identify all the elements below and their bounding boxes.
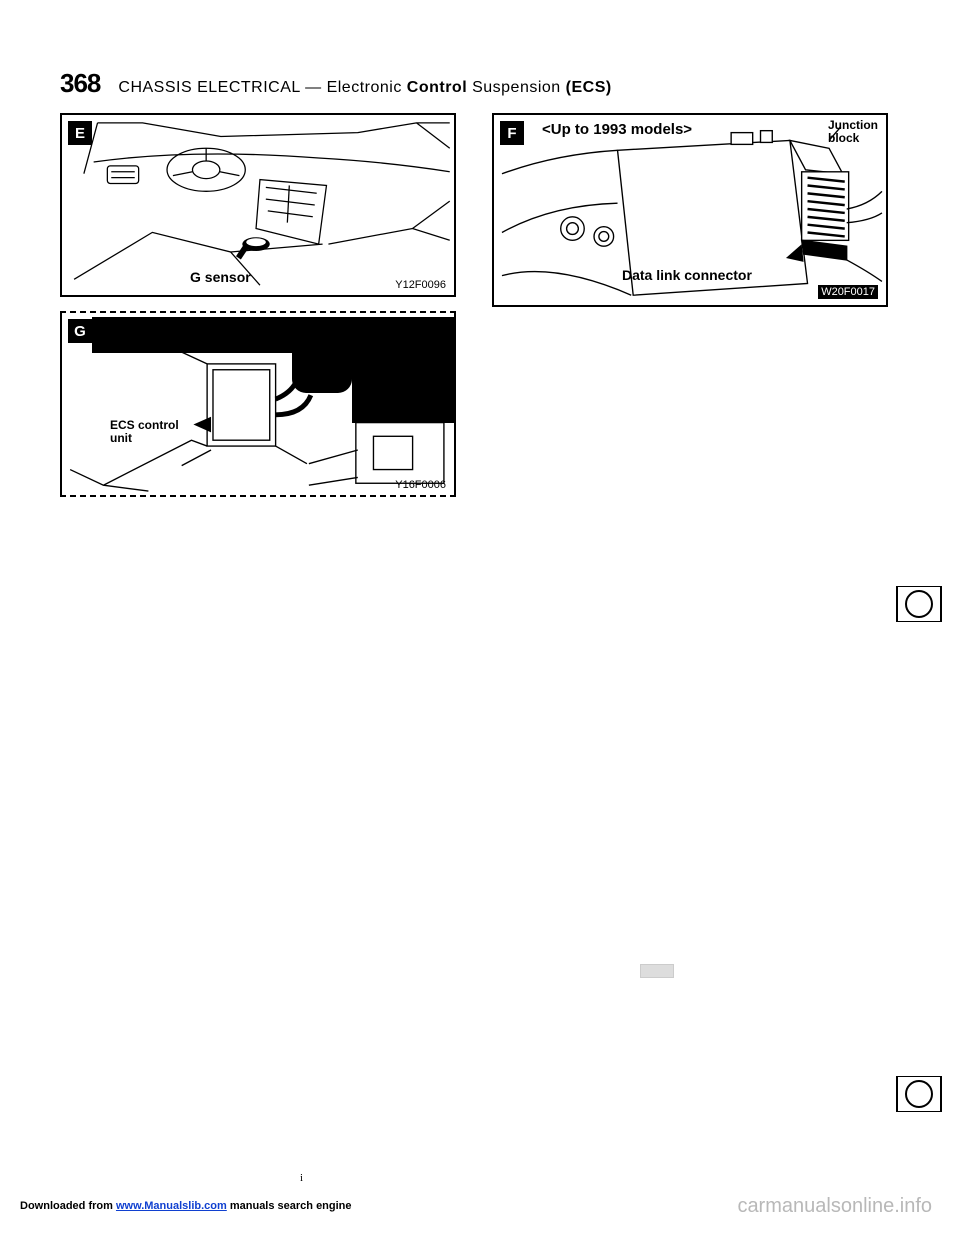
figure-f: F <Up to 1993 models> Junction block — [492, 113, 888, 307]
figure-e-label: G sensor — [190, 269, 251, 285]
figure-f-label-right: Junction block — [828, 119, 878, 145]
figure-e-svg — [62, 115, 454, 295]
footer-download: Downloaded from www.Manualslib.com manua… — [20, 1200, 352, 1212]
figure-tag-f: F — [500, 121, 524, 145]
figure-tag-g: G — [68, 319, 92, 343]
figure-g-blotch — [352, 349, 456, 423]
title-segment-bold: Control — [407, 79, 467, 96]
figure-f-code: W20F0017 — [818, 285, 878, 299]
title-segment-bold: (ECS) — [566, 79, 612, 96]
footer-dl-link[interactable]: www.Manualslib.com — [116, 1200, 227, 1212]
figure-e: E — [60, 113, 456, 297]
figure-tag-e: E — [68, 121, 92, 145]
figure-g-blotch — [292, 349, 352, 393]
figure-g-label: ECS control unit — [110, 419, 179, 445]
figure-f-label-main: Data link connector — [622, 267, 752, 283]
page-number: 368 — [60, 68, 100, 99]
figures-container: E — [60, 113, 900, 497]
figure-f-subtitle: <Up to 1993 models> — [542, 121, 692, 138]
right-column: F <Up to 1993 models> Junction block — [492, 113, 888, 497]
footer-dl-post: manuals search engine — [227, 1200, 352, 1212]
figure-g: G — [60, 311, 456, 497]
margin-mark-icon — [896, 586, 942, 622]
title-segment: CHASSIS ELECTRICAL — Electronic — [118, 79, 406, 96]
figure-e-code: Y12F0096 — [395, 279, 446, 291]
stray-char: i — [300, 1172, 303, 1184]
figure-g-blotch — [92, 317, 456, 353]
left-column: E — [60, 113, 456, 497]
figure-g-code: Y16F0006 — [395, 479, 446, 491]
footer-site-watermark: carmanualsonline.info — [737, 1195, 932, 1218]
footer-dl-pre: Downloaded from — [20, 1200, 116, 1212]
title-segment: Suspension — [467, 79, 566, 96]
margin-mark-icon — [896, 1076, 942, 1112]
page-title: CHASSIS ELECTRICAL — Electronic Control … — [118, 79, 611, 97]
artifact-box — [640, 964, 674, 978]
page-header: 368 CHASSIS ELECTRICAL — Electronic Cont… — [60, 68, 900, 99]
